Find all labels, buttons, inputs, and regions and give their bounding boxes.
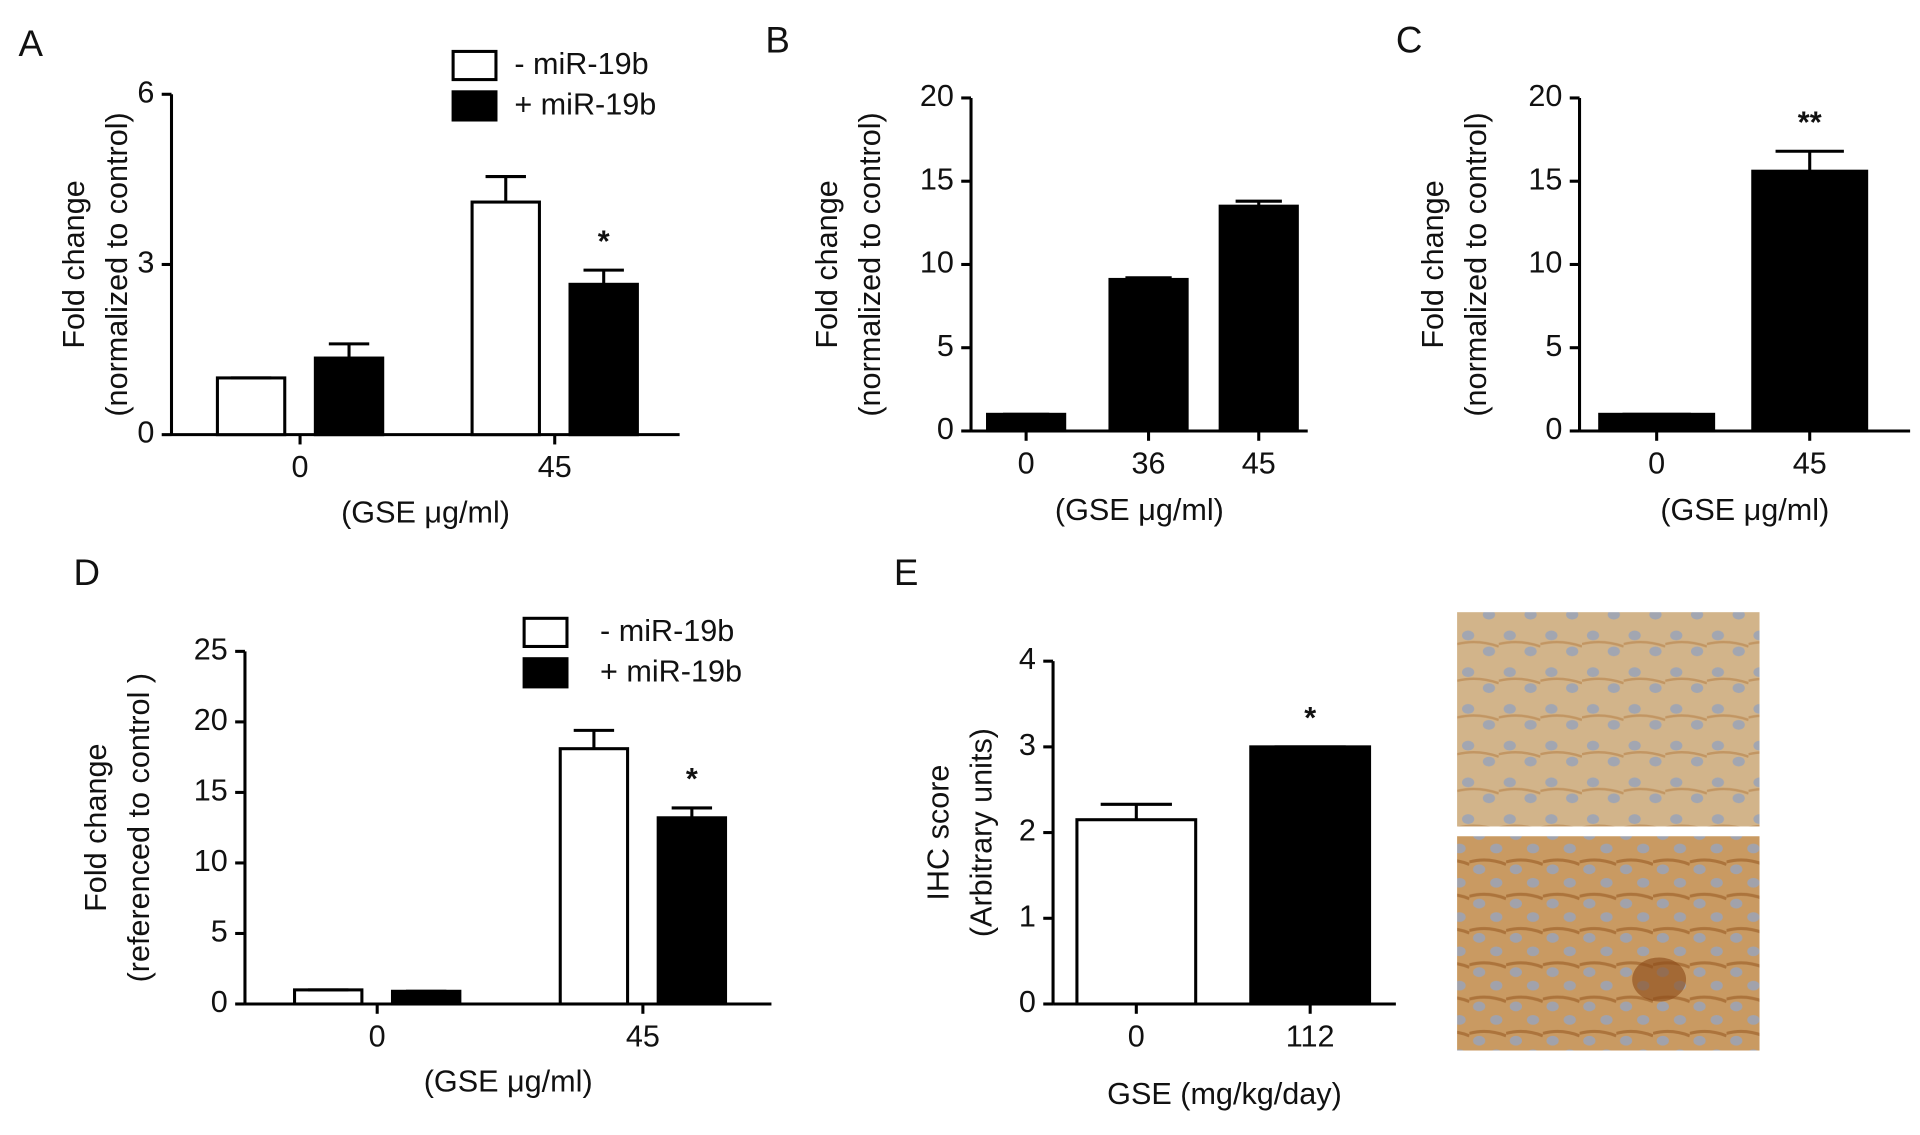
y-tick-label: 3 (1019, 728, 1036, 762)
y-tick-label: 0 (1019, 985, 1036, 1019)
error-bar (671, 806, 713, 818)
ihc-image-treated (1457, 836, 1760, 1051)
error-bar (573, 728, 615, 749)
y-tick-label: 0 (211, 985, 228, 1019)
bar (1108, 277, 1189, 433)
legend-label: + miR-19b (600, 654, 742, 688)
x-tick-label: 0 (1018, 446, 1035, 480)
ihc-stain (1632, 957, 1687, 1002)
bar (313, 356, 385, 437)
x-tick-label: 0 (1648, 446, 1665, 480)
annotation: ** (1798, 105, 1822, 139)
y-tick-label: 20 (920, 79, 954, 113)
y-axis-label: (normalized to control) (853, 112, 887, 416)
x-tick-label: 0 (369, 1019, 386, 1053)
y-tick-label: 0 (937, 412, 954, 446)
bar (470, 200, 541, 437)
y-tick-label: 20 (194, 703, 228, 737)
y-tick-label: 10 (1528, 246, 1562, 280)
y-axis-label: (normalized to control) (1459, 112, 1493, 416)
bar (1598, 412, 1716, 433)
y-tick-label: 10 (920, 246, 954, 280)
error-bar (1775, 149, 1844, 172)
error-bar (1125, 276, 1172, 280)
x-tick-label: 45 (1242, 446, 1276, 480)
y-axis-label: IHC score (921, 765, 955, 901)
y-tick-label: 3 (137, 246, 154, 280)
bar (1075, 818, 1198, 1006)
x-tick-label: 112 (1286, 1019, 1335, 1053)
x-tick-label: 0 (1128, 1019, 1145, 1053)
panel-label: B (765, 20, 790, 61)
bar (568, 282, 639, 437)
y-tick-label: 15 (920, 162, 954, 196)
y-tick-label: 4 (1019, 642, 1036, 676)
bar (656, 816, 728, 1006)
panel-label: E (894, 552, 919, 593)
annotation: * (598, 224, 610, 258)
legend-swatch (522, 657, 569, 689)
x-tick-label: 45 (1793, 446, 1827, 480)
legend-label: + miR-19b (514, 88, 656, 122)
x-axis-label: GSE (mg/kg/day) (1107, 1077, 1342, 1111)
bar (390, 989, 462, 1006)
bar (558, 747, 630, 1006)
y-tick-label: 5 (211, 915, 228, 949)
y-tick-label: 2 (1019, 814, 1036, 848)
panel-label: D (74, 552, 101, 593)
error-bar (1100, 802, 1172, 820)
y-tick-label: 1 (1019, 899, 1036, 933)
y-axis-label: (Arbitrary units) (964, 728, 998, 937)
bar (1249, 745, 1372, 1006)
legend-label: - miR-19b (514, 47, 648, 81)
error-bar (583, 268, 624, 285)
bar (1218, 204, 1299, 433)
error-bar (328, 342, 370, 359)
x-tick-label: 36 (1132, 446, 1166, 480)
y-tick-label: 5 (937, 329, 954, 363)
y-tick-label: 10 (194, 844, 228, 878)
y-tick-label: 15 (194, 773, 228, 807)
error-bar (1235, 199, 1282, 207)
y-tick-label: 5 (1545, 329, 1562, 363)
legend-swatch (451, 90, 498, 122)
y-axis-label: (referenced to control ) (122, 673, 156, 982)
y-tick-label: 20 (1528, 79, 1562, 113)
x-axis-label: (GSE μg/ml) (1055, 493, 1224, 527)
x-axis-label: (GSE μg/ml) (424, 1065, 593, 1099)
x-tick-label: 0 (292, 450, 309, 484)
x-tick-label: 45 (626, 1019, 660, 1053)
bar (215, 376, 287, 437)
y-tick-label: 25 (194, 632, 228, 666)
error-bar (485, 175, 526, 203)
bar (1751, 169, 1869, 433)
y-axis-label: Fold change (79, 743, 113, 911)
legend-swatch (522, 616, 569, 649)
y-tick-label: 6 (137, 75, 154, 109)
y-axis-label: Fold change (810, 180, 844, 348)
x-axis-label: (GSE μg/ml) (1660, 493, 1829, 527)
legend-label: - miR-19b (600, 614, 734, 648)
x-tick-label: 45 (538, 450, 572, 484)
x-axis-label: (GSE μg/ml) (341, 495, 510, 529)
y-tick-label: 0 (137, 416, 154, 450)
annotation: * (686, 762, 698, 796)
panel-label: A (18, 23, 43, 64)
legend-swatch (451, 49, 498, 82)
bar (293, 988, 364, 1006)
y-axis-label: (normalized to control) (100, 112, 134, 416)
y-axis-label: Fold change (1416, 180, 1450, 348)
ihc-image-control (1457, 612, 1760, 827)
y-tick-label: 15 (1528, 162, 1562, 196)
y-tick-label: 0 (1545, 412, 1562, 446)
bar (986, 412, 1067, 433)
panel-label: C (1396, 20, 1423, 61)
annotation: * (1304, 701, 1316, 735)
y-axis-label: Fold change (57, 180, 91, 348)
